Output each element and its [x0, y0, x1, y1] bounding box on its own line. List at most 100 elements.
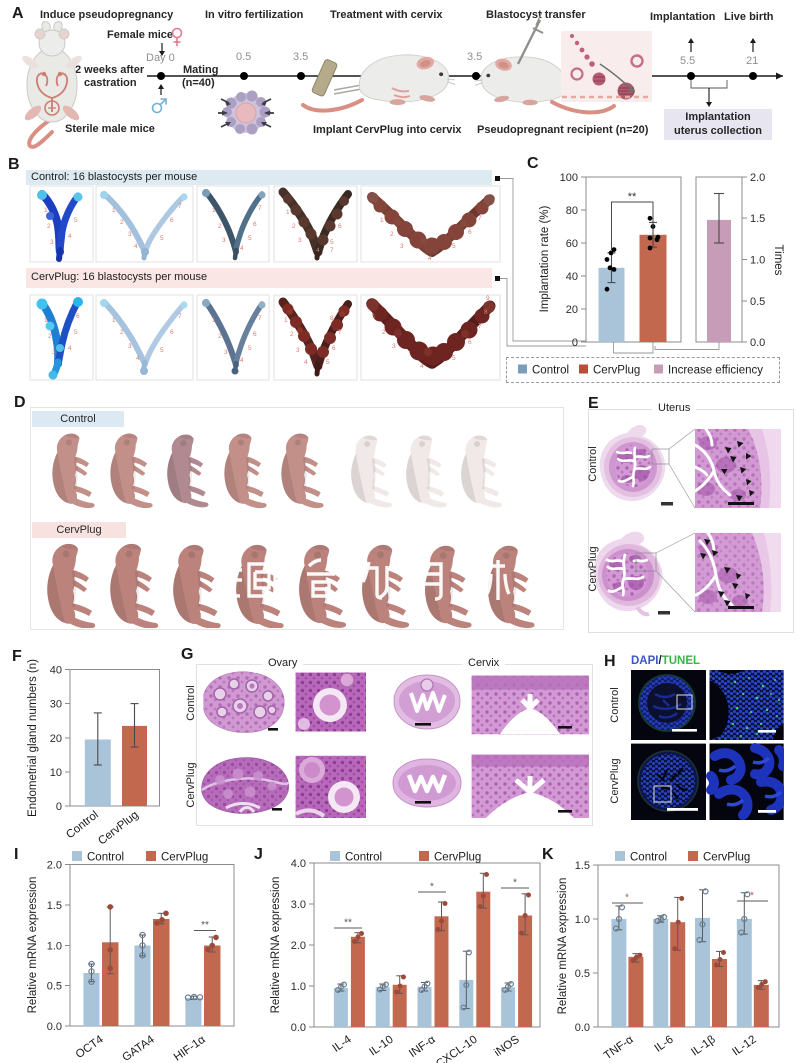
- svg-text:*: *: [750, 891, 754, 902]
- svg-text:CervPlug: CervPlug: [161, 852, 208, 864]
- svg-text:1: 1: [372, 313, 376, 320]
- svg-text:**: **: [344, 918, 352, 929]
- svg-text:2: 2: [390, 231, 394, 238]
- svg-text:2.0: 2.0: [291, 940, 306, 952]
- svg-text:1.0: 1.0: [47, 941, 62, 953]
- svg-text:100: 100: [560, 172, 578, 184]
- svg-text:Endometrial gland numbers (n): Endometrial gland numbers (n): [27, 659, 39, 817]
- svg-text:6: 6: [332, 345, 336, 352]
- svg-text:Control: Control: [532, 365, 569, 377]
- svg-text:8: 8: [484, 309, 488, 316]
- svg-text:2: 2: [382, 329, 386, 336]
- svg-text:0.5: 0.5: [47, 981, 62, 993]
- svg-text:3: 3: [400, 243, 404, 250]
- svg-text:7: 7: [178, 313, 182, 320]
- svg-text:5: 5: [330, 239, 334, 246]
- svg-text:3: 3: [50, 239, 54, 246]
- svg-text:2: 2: [48, 333, 52, 340]
- svg-text:2.0: 2.0: [47, 859, 62, 871]
- svg-text:OCT4: OCT4: [74, 1033, 107, 1061]
- svg-text:*: *: [513, 878, 517, 889]
- svg-text:3: 3: [296, 347, 300, 354]
- svg-text:5: 5: [74, 217, 78, 224]
- svg-text:CervPlug: CervPlug: [96, 809, 141, 848]
- svg-text:1.0: 1.0: [291, 981, 306, 993]
- svg-text:4: 4: [316, 247, 320, 254]
- svg-text:Relative mRNA expression: Relative mRNA expression: [27, 877, 39, 1014]
- svg-text:30: 30: [50, 699, 62, 711]
- svg-text:9: 9: [486, 295, 490, 302]
- svg-text:**: **: [201, 920, 209, 931]
- svg-text:CervPlug: CervPlug: [703, 852, 750, 864]
- svg-text:2: 2: [290, 331, 294, 338]
- svg-text:IL-12: IL-12: [730, 1034, 758, 1059]
- svg-text:6: 6: [253, 221, 257, 228]
- svg-text:1.0: 1.0: [750, 255, 765, 267]
- svg-text:*: *: [625, 893, 629, 904]
- svg-text:6: 6: [468, 229, 472, 236]
- svg-text:1: 1: [286, 209, 290, 216]
- svg-text:4: 4: [134, 243, 138, 250]
- svg-text:0: 0: [572, 337, 578, 349]
- svg-text:Control: Control: [345, 852, 382, 864]
- svg-text:0.0: 0.0: [750, 337, 765, 349]
- svg-text:0.5: 0.5: [575, 968, 590, 980]
- svg-text:iNOS: iNOS: [492, 1033, 522, 1059]
- svg-text:7: 7: [258, 205, 262, 212]
- svg-text:4: 4: [420, 363, 424, 370]
- svg-text:Increase efficiency: Increase efficiency: [668, 365, 763, 377]
- svg-text:8: 8: [330, 315, 334, 322]
- svg-text:5: 5: [248, 235, 252, 242]
- svg-text:6: 6: [170, 217, 174, 224]
- svg-text:1: 1: [212, 317, 216, 324]
- svg-text:1: 1: [380, 217, 384, 224]
- svg-text:20: 20: [566, 304, 578, 316]
- svg-text:5: 5: [74, 329, 78, 336]
- svg-text:2: 2: [292, 223, 296, 230]
- svg-text:40: 40: [50, 665, 62, 677]
- svg-text:Relative mRNA expression: Relative mRNA expression: [270, 877, 282, 1014]
- svg-text:1.5: 1.5: [750, 213, 765, 225]
- svg-text:5: 5: [160, 235, 164, 242]
- svg-text:CervPlug: CervPlug: [593, 365, 640, 377]
- svg-text:80: 80: [566, 205, 578, 217]
- svg-text:3.0: 3.0: [291, 899, 306, 911]
- svg-text:**: **: [628, 191, 637, 203]
- svg-text:1: 1: [112, 317, 116, 324]
- svg-text:3: 3: [224, 349, 228, 356]
- svg-text:CervPlug: CervPlug: [434, 852, 481, 864]
- svg-text:IL-4: IL-4: [331, 1033, 355, 1055]
- svg-text:7: 7: [478, 323, 482, 330]
- svg-text:6: 6: [253, 331, 257, 338]
- svg-text:6: 6: [468, 339, 472, 346]
- svg-text:7: 7: [330, 247, 334, 254]
- svg-text:Implantation rate (%): Implantation rate (%): [539, 205, 551, 312]
- svg-text:4: 4: [304, 359, 308, 366]
- svg-text:IL-10: IL-10: [367, 1034, 395, 1059]
- svg-text:6: 6: [170, 329, 174, 336]
- svg-text:2: 2: [218, 223, 222, 230]
- svg-text:TNF-α: TNF-α: [602, 1033, 636, 1062]
- svg-text:3: 3: [392, 343, 396, 350]
- svg-text:7: 7: [258, 315, 262, 322]
- svg-text:Control: Control: [630, 852, 667, 864]
- svg-text:IL-1β: IL-1β: [689, 1033, 718, 1058]
- svg-text:4: 4: [68, 233, 72, 240]
- svg-text:5: 5: [326, 359, 330, 366]
- svg-text:3: 3: [52, 349, 56, 356]
- svg-text:2: 2: [120, 329, 124, 336]
- svg-text:CXCL-10: CXCL-10: [434, 1034, 480, 1063]
- svg-text:3: 3: [128, 343, 132, 350]
- svg-text:6: 6: [76, 313, 80, 320]
- svg-text:1: 1: [44, 207, 48, 214]
- svg-text:GATA4: GATA4: [120, 1033, 157, 1063]
- svg-text:60: 60: [566, 238, 578, 250]
- svg-text:1.5: 1.5: [575, 860, 590, 872]
- svg-text:1.0: 1.0: [575, 914, 590, 926]
- svg-text:2.0: 2.0: [750, 172, 765, 184]
- svg-text:Control: Control: [87, 852, 124, 864]
- svg-text:0.0: 0.0: [291, 1022, 306, 1034]
- svg-text:1: 1: [44, 317, 48, 324]
- svg-text:3: 3: [128, 231, 132, 238]
- svg-text:Times: Times: [772, 245, 784, 276]
